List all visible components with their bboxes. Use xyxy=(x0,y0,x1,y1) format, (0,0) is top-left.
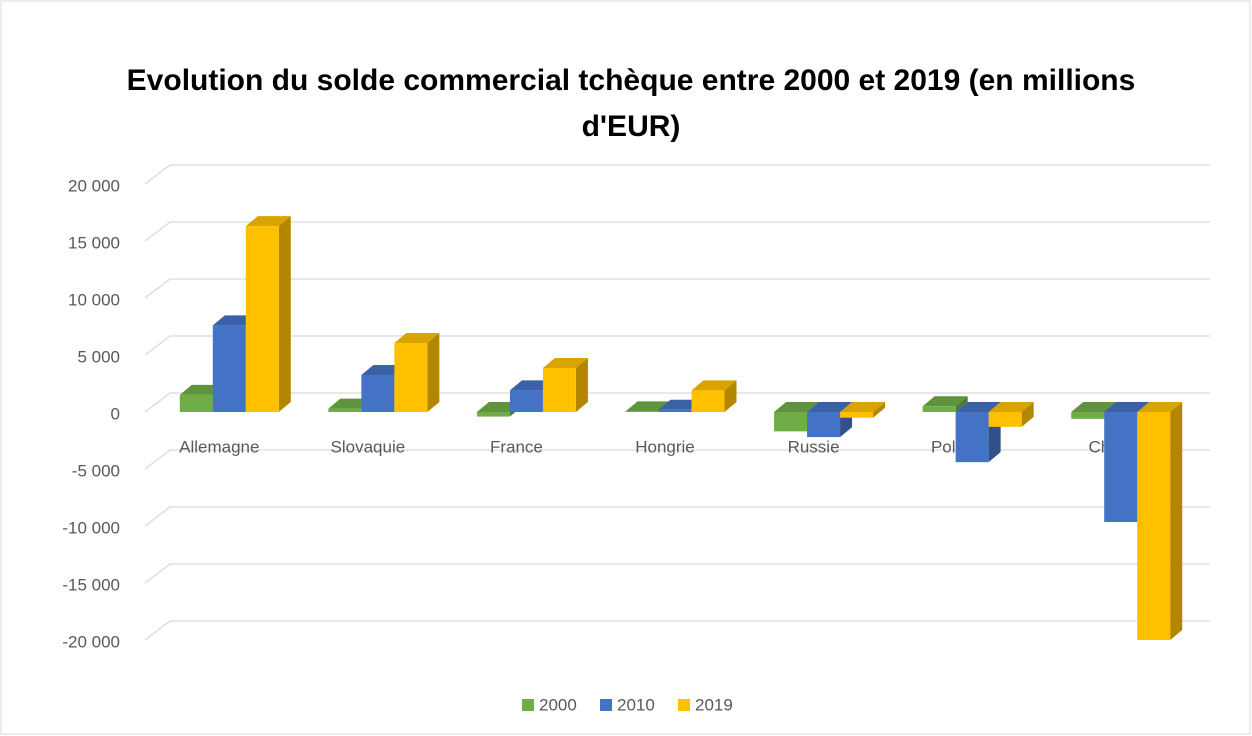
bar-front xyxy=(245,226,279,412)
y-tick-label: -5 000 xyxy=(72,461,120,480)
bar-front xyxy=(328,408,362,412)
legend-label: 2010 xyxy=(617,695,655,714)
bar xyxy=(245,216,291,412)
bar xyxy=(542,357,588,412)
legend-label: 2000 xyxy=(539,695,577,714)
bar-front xyxy=(955,412,989,463)
grid-line xyxy=(144,563,1210,584)
bar-top xyxy=(774,402,820,412)
x-tick-label: Hongrie xyxy=(635,437,695,456)
x-tick-label: Slovaquie xyxy=(331,437,406,456)
grid-line xyxy=(144,449,1210,470)
bar-front xyxy=(1104,412,1138,523)
bar-front xyxy=(774,412,808,432)
bar-top xyxy=(955,402,1001,412)
bar xyxy=(922,396,968,412)
bar-front xyxy=(212,325,246,412)
bar-front xyxy=(509,390,543,412)
x-tick-label: Allemagne xyxy=(179,437,259,456)
grid-line xyxy=(144,506,1210,527)
bar-front xyxy=(807,412,841,438)
bar-front xyxy=(542,367,576,412)
y-tick-label: -20 000 xyxy=(62,632,120,651)
bar-front xyxy=(1071,412,1105,419)
bar-side xyxy=(278,216,291,412)
legend-swatch xyxy=(678,699,690,711)
bar-top xyxy=(1071,402,1117,412)
bar-front xyxy=(361,374,395,412)
bar-top xyxy=(1104,402,1150,412)
bar-top xyxy=(245,216,291,227)
y-tick-label: 15 000 xyxy=(68,233,120,252)
y-tick-label: -15 000 xyxy=(62,575,120,594)
x-tick-label: Russie xyxy=(788,437,840,456)
bar-side xyxy=(1021,402,1034,427)
legend-swatch xyxy=(600,699,612,711)
bar-front xyxy=(476,412,510,417)
bar-front xyxy=(840,412,874,418)
bar xyxy=(840,402,886,418)
bar-top xyxy=(691,380,737,391)
bar-front xyxy=(179,394,213,412)
bar-side xyxy=(427,333,440,412)
grid-line xyxy=(144,335,1210,356)
bar-side xyxy=(575,357,588,412)
legend-swatch xyxy=(522,699,534,711)
bar xyxy=(955,402,1001,463)
grid-line xyxy=(144,164,1210,185)
bar xyxy=(1137,402,1183,640)
chart-title: Evolution du solde commercial tchèque en… xyxy=(126,64,1136,143)
grid-line xyxy=(144,620,1210,641)
y-tick-label: -10 000 xyxy=(62,518,120,537)
y-tick-label: 5 000 xyxy=(77,347,120,366)
bar-side xyxy=(955,396,968,412)
bar-front xyxy=(988,412,1022,427)
bar-top xyxy=(807,402,853,412)
bar-top xyxy=(625,401,671,412)
bar-top xyxy=(394,333,440,344)
bar-top xyxy=(542,357,588,368)
bar-top xyxy=(922,396,968,407)
grid-line xyxy=(144,278,1210,299)
bar-front xyxy=(658,409,692,412)
bar-side xyxy=(1170,402,1183,640)
bar-front xyxy=(1137,412,1171,640)
bar-front xyxy=(394,343,428,412)
bar xyxy=(691,380,737,412)
bar-side xyxy=(724,380,737,412)
bar-side xyxy=(873,402,886,418)
bar-front xyxy=(922,406,956,412)
grid-line xyxy=(144,392,1210,413)
bar-top xyxy=(1137,402,1183,412)
bar xyxy=(807,402,853,438)
bar-top xyxy=(988,402,1034,412)
x-tick-label: France xyxy=(490,437,543,456)
bar xyxy=(988,402,1034,427)
bar-front xyxy=(691,390,725,412)
legend-label: 2019 xyxy=(695,695,733,714)
bar xyxy=(394,333,440,412)
y-tick-label: 10 000 xyxy=(68,290,120,309)
y-tick-label: 0 xyxy=(111,404,120,423)
bar-front xyxy=(625,411,659,412)
grid-line xyxy=(144,221,1210,242)
bar-top xyxy=(840,402,886,412)
y-tick-label: 20 000 xyxy=(68,176,120,195)
